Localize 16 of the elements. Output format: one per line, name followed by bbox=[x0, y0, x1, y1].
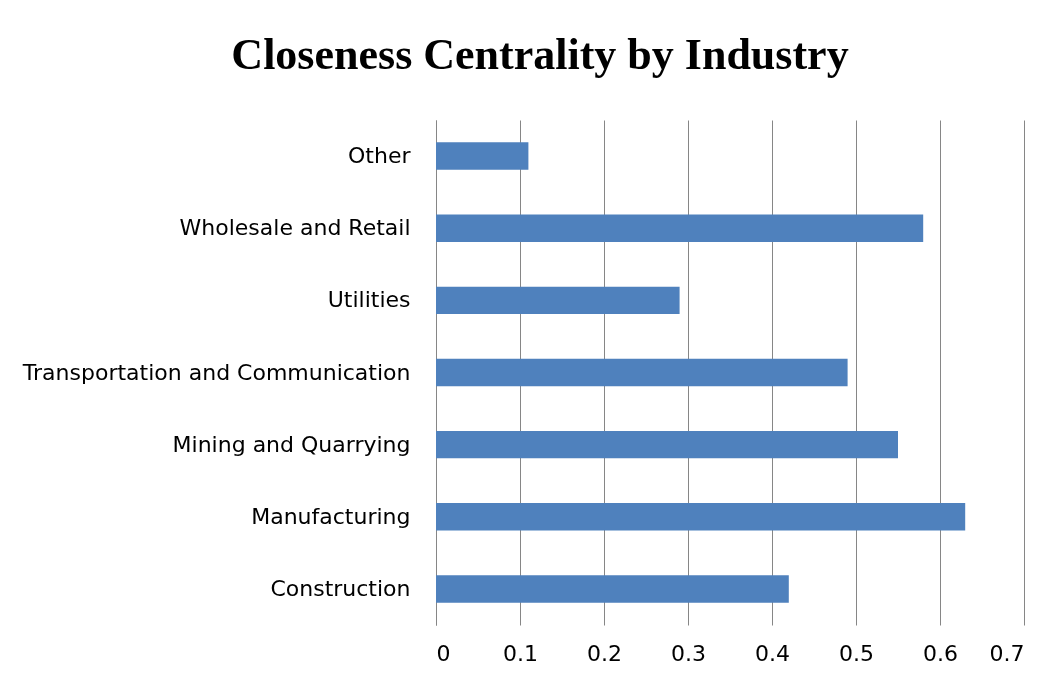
x-tick-label: 0.3 bbox=[671, 640, 706, 666]
x-tick-label: 0.2 bbox=[587, 640, 622, 666]
x-tick-label: 0 bbox=[436, 640, 451, 666]
y-tick-label: Wholesale and Retail bbox=[179, 215, 411, 241]
x-tick-label: 0.1 bbox=[503, 640, 538, 666]
x-tick-label: 0.4 bbox=[755, 640, 790, 666]
y-tick-label: Other bbox=[348, 143, 412, 169]
x-tick-label: 0.5 bbox=[839, 640, 874, 666]
y-tick-label: Utilities bbox=[327, 287, 411, 313]
y-tick-label: Transportation and Communication bbox=[21, 359, 411, 385]
chart-title: Closeness Centrality by Industry bbox=[231, 30, 849, 79]
x-tick-label: 0.7 bbox=[989, 640, 1025, 666]
y-tick-label: Manufacturing bbox=[251, 503, 411, 529]
x-tick-label: 0.6 bbox=[923, 640, 958, 666]
y-tick-label: Mining and Quarrying bbox=[172, 431, 411, 457]
y-tick-label: Construction bbox=[270, 575, 411, 601]
